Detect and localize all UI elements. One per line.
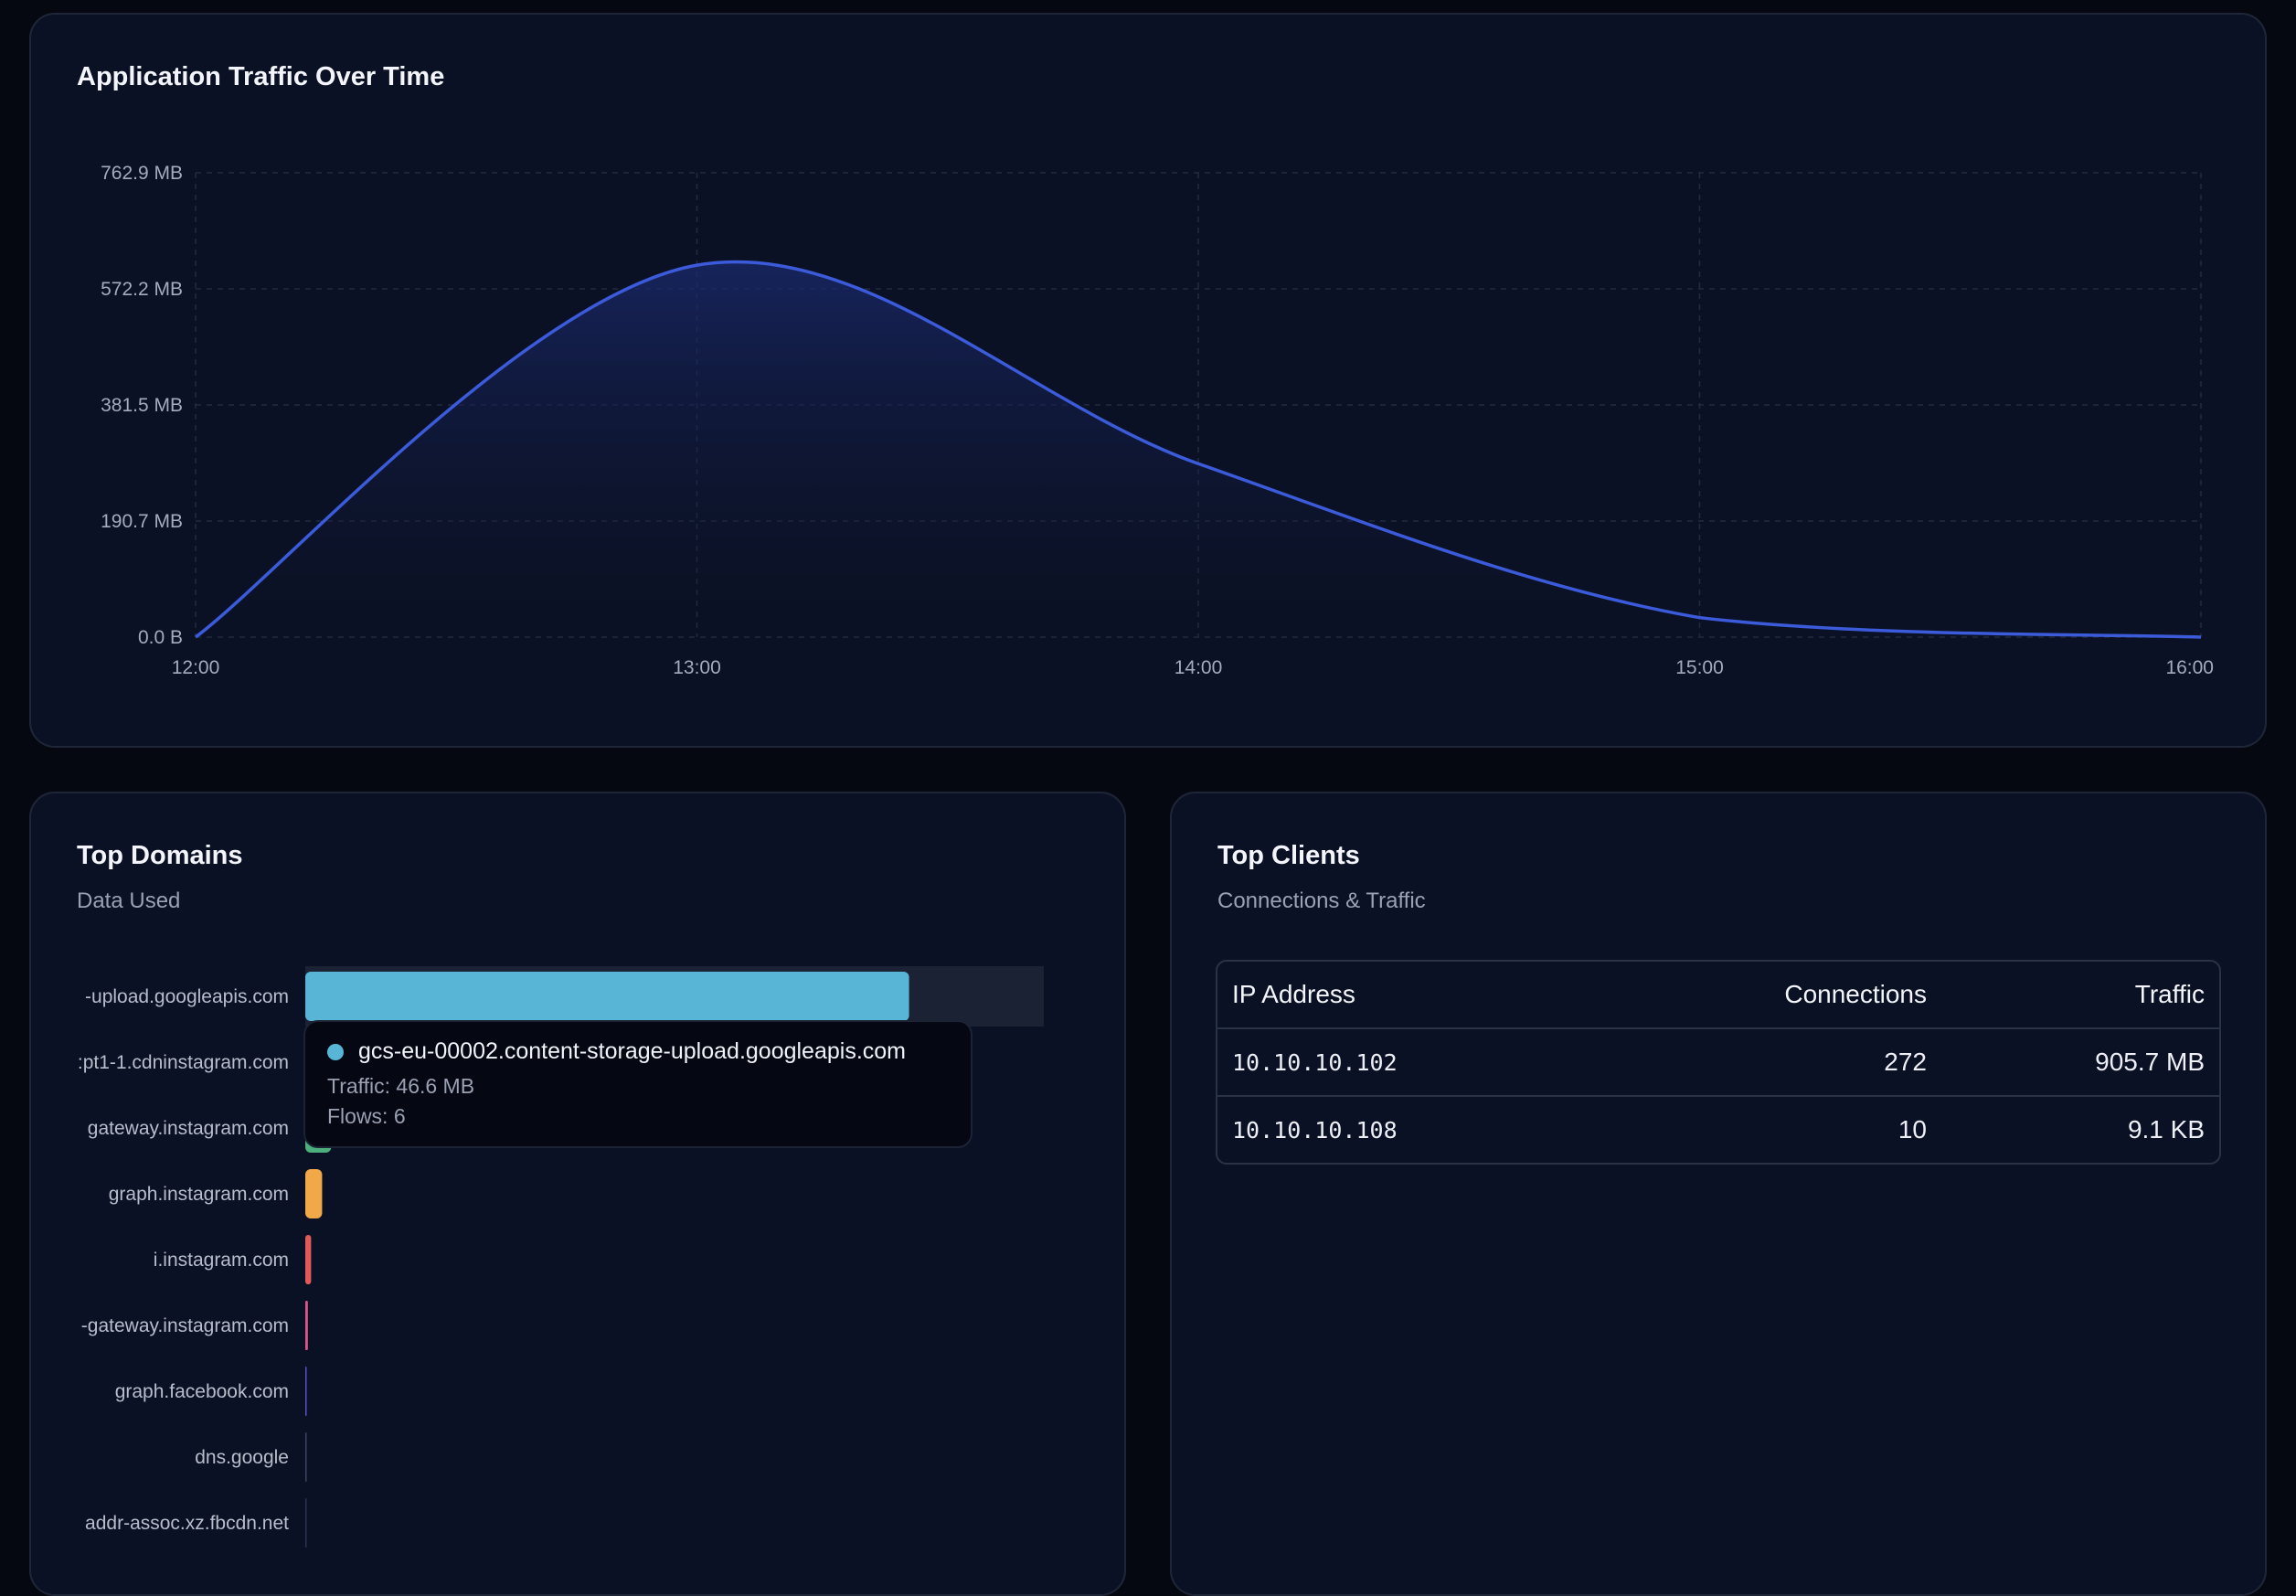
client-traffic: 9.1 KB	[1927, 1115, 2205, 1144]
domain-label: addr-assoc.xz.fbcdn.net	[85, 1513, 289, 1534]
x-tick-label: 13:00	[673, 657, 721, 678]
x-tick-label: 12:00	[172, 657, 220, 678]
column-header-ip[interactable]: IP Address	[1232, 980, 1653, 1009]
domains-bar-chart[interactable]: -upload.googleapis.com :pt1-1.cdninstagra…	[31, 793, 1124, 1594]
domain-label: graph.facebook.com	[115, 1381, 289, 1402]
tooltip-color-dot	[327, 1044, 344, 1060]
tooltip-traffic: Traffic: 46.6 MB	[327, 1074, 949, 1099]
y-tick-label: 0.0 B	[138, 627, 183, 648]
domain-bar[interactable]	[305, 972, 909, 1021]
y-tick-label: 572.2 MB	[101, 279, 183, 300]
domain-bar[interactable]	[305, 1235, 311, 1284]
client-ip: 10.10.10.108	[1232, 1117, 1653, 1144]
clients-subtitle: Connections & Traffic	[1217, 888, 1426, 914]
domain-bar[interactable]	[305, 1301, 308, 1350]
domain-label: graph.instagram.com	[109, 1184, 289, 1205]
client-connections: 272	[1653, 1048, 1927, 1077]
domain-bar[interactable]	[305, 1367, 307, 1416]
tooltip-domain: gcs-eu-00002.content-storage-upload.goog…	[358, 1038, 906, 1065]
domain-bar[interactable]	[305, 1498, 307, 1548]
clients-title: Top Clients	[1217, 841, 1360, 871]
table-header-row: IP Address Connections Traffic	[1217, 962, 2219, 1029]
y-tick-label: 190.7 MB	[101, 511, 183, 532]
x-tick-label: 14:00	[1175, 657, 1223, 678]
domain-label: -upload.googleapis.com	[85, 986, 289, 1007]
traffic-line-chart[interactable]: 0.0 B 190.7 MB 381.5 MB 572.2 MB 762.9 MB 12:…	[31, 15, 2265, 746]
x-tick-label: 16:00	[2165, 657, 2214, 678]
domain-label: i.instagram.com	[154, 1250, 289, 1271]
client-ip: 10.10.10.102	[1232, 1049, 1653, 1076]
client-traffic: 905.7 MB	[1927, 1048, 2205, 1077]
column-header-connections[interactable]: Connections	[1653, 980, 1927, 1009]
x-tick-label: 15:00	[1675, 657, 1724, 678]
top-domains-card: Top Domains Data Used -upload.googleapis…	[29, 792, 1126, 1596]
client-connections: 10	[1653, 1115, 1927, 1144]
column-header-traffic[interactable]: Traffic	[1927, 980, 2205, 1009]
tooltip-flows: Flows: 6	[327, 1104, 949, 1129]
clients-table: IP Address Connections Traffic 10.10.10.…	[1216, 960, 2221, 1165]
top-clients-card: Top Clients Connections & Traffic IP Add…	[1170, 792, 2267, 1596]
domain-label: dns.google	[195, 1447, 289, 1468]
table-row[interactable]: 10.10.10.108 10 9.1 KB	[1217, 1097, 2219, 1163]
y-tick-label: 762.9 MB	[101, 163, 183, 184]
domain-label: :pt1-1.cdninstagram.com	[78, 1052, 289, 1073]
domain-label: gateway.instagram.com	[88, 1118, 289, 1139]
domain-label: -gateway.instagram.com	[81, 1315, 289, 1336]
domain-bar[interactable]	[305, 1432, 307, 1482]
table-row[interactable]: 10.10.10.102 272 905.7 MB	[1217, 1029, 2219, 1097]
bar-tooltip: gcs-eu-00002.content-storage-upload.goog…	[303, 1020, 973, 1148]
domain-bar[interactable]	[305, 1169, 322, 1218]
y-tick-label: 381.5 MB	[101, 395, 183, 416]
